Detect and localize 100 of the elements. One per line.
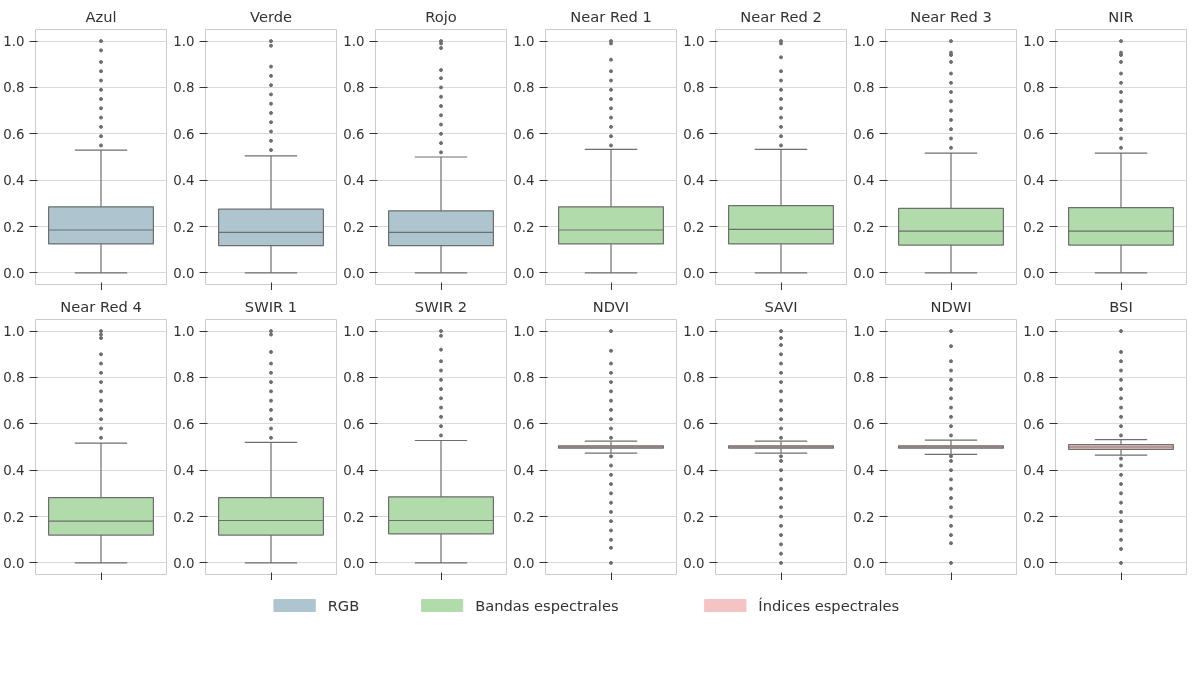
y-tick-label: 0.6	[1023, 416, 1045, 432]
y-tick-label: 0.0	[683, 265, 705, 281]
y-tick-label: 0.0	[343, 265, 365, 281]
y-tick-label: 0.6	[513, 126, 535, 142]
y-tick-label: 0.6	[3, 416, 25, 432]
legend-label: RGB	[327, 597, 360, 614]
y-tick-label: 0.0	[343, 555, 365, 571]
y-tick-label: 1.0	[513, 324, 535, 340]
y-tick-label: 0.6	[853, 416, 875, 432]
legend-label: Bandas espectrales	[475, 597, 619, 614]
y-tick-label: 1.0	[1023, 324, 1045, 340]
chart-title: NDWI	[930, 297, 972, 315]
y-tick-label: 0.6	[343, 416, 365, 432]
y-tick-label: 0.2	[513, 509, 535, 525]
y-tick-label: 0.0	[1023, 265, 1045, 281]
y-tick-label: 0.8	[683, 80, 705, 96]
y-tick-label: 0.8	[343, 370, 365, 386]
chart-title: Rojo	[425, 7, 457, 25]
y-tick-label: 0.0	[853, 555, 875, 571]
y-tick-label: 1.0	[3, 34, 25, 50]
y-tick-label: 0.4	[513, 173, 535, 189]
y-tick-label: 0.4	[1023, 173, 1045, 189]
y-tick-label: 0.0	[3, 555, 25, 571]
y-tick-label: 1.0	[513, 34, 535, 50]
y-tick-label: 0.6	[683, 416, 705, 432]
chart-title: Near Red 1	[570, 7, 652, 25]
y-tick-label: 0.0	[683, 555, 705, 571]
y-tick-label: 0.4	[853, 173, 875, 189]
y-tick-label: 0.8	[343, 80, 365, 96]
chart-title: Azul	[85, 7, 117, 25]
y-tick-label: 1.0	[1023, 34, 1045, 50]
y-tick-label: 0.2	[853, 509, 875, 525]
y-tick-label: 0.8	[853, 80, 875, 96]
y-tick-label: 0.2	[173, 509, 195, 525]
y-tick-label: 0.8	[173, 370, 195, 386]
chart-title: Verde	[250, 7, 292, 25]
y-tick-label: 0.8	[513, 370, 535, 386]
y-tick-label: 0.8	[1023, 370, 1045, 386]
y-tick-label: 0.8	[173, 80, 195, 96]
y-tick-label: 1.0	[853, 34, 875, 50]
y-tick-label: 0.8	[513, 80, 535, 96]
y-tick-label: 1.0	[343, 324, 365, 340]
y-tick-label: 0.4	[343, 173, 365, 189]
y-tick-label: 0.2	[3, 219, 25, 235]
y-tick-label: 1.0	[173, 34, 195, 50]
y-tick-label: 0.4	[343, 463, 365, 479]
y-tick-label: 0.8	[3, 80, 25, 96]
y-tick-label: 0.4	[173, 173, 195, 189]
y-tick-label: 0.0	[173, 265, 195, 281]
y-tick-label: 1.0	[853, 324, 875, 340]
y-tick-label: 0.6	[853, 126, 875, 142]
y-tick-label: 0.6	[683, 126, 705, 142]
y-tick-label: 1.0	[683, 34, 705, 50]
y-tick-label: 0.8	[1023, 80, 1045, 96]
y-tick-label: 0.6	[173, 416, 195, 432]
y-tick-label: 0.0	[513, 555, 535, 571]
legend-label: Índices espectrales	[758, 597, 900, 614]
y-tick-label: 0.2	[683, 219, 705, 235]
chart-title: Near Red 2	[740, 7, 822, 25]
chart-title: Near Red 4	[60, 297, 142, 315]
chart-title: NDVI	[592, 297, 630, 315]
y-tick-label: 0.8	[853, 370, 875, 386]
y-tick-label: 0.6	[173, 126, 195, 142]
chart-title: SWIR 2	[414, 297, 468, 315]
y-tick-label: 0.4	[683, 463, 705, 479]
y-tick-label: 0.0	[853, 265, 875, 281]
y-tick-label: 0.2	[1023, 219, 1045, 235]
y-tick-label: 0.2	[173, 219, 195, 235]
y-tick-label: 1.0	[343, 34, 365, 50]
chart-title: Near Red 3	[910, 7, 992, 25]
y-tick-label: 0.4	[1023, 463, 1045, 479]
y-tick-label: 1.0	[683, 324, 705, 340]
y-tick-label: 0.4	[513, 463, 535, 479]
y-tick-label: 0.6	[343, 126, 365, 142]
y-tick-label: 0.6	[513, 416, 535, 432]
y-tick-label: 0.6	[1023, 126, 1045, 142]
y-tick-label: 0.4	[173, 463, 195, 479]
y-tick-label: 0.2	[853, 219, 875, 235]
y-tick-label: 0.0	[3, 265, 25, 281]
y-tick-label: 0.4	[3, 173, 25, 189]
y-tick-label: 0.6	[3, 126, 25, 142]
y-tick-label: 0.2	[343, 509, 365, 525]
chart-title: BSI	[1109, 297, 1133, 315]
y-tick-label: 0.4	[853, 463, 875, 479]
chart-title: SWIR 1	[244, 297, 298, 315]
y-tick-label: 0.8	[3, 370, 25, 386]
y-tick-label: 0.8	[683, 370, 705, 386]
chart-title: SAVI	[764, 297, 798, 315]
y-tick-label: 0.2	[1023, 509, 1045, 525]
y-tick-label: 0.2	[3, 509, 25, 525]
y-tick-label: 0.0	[1023, 555, 1045, 571]
y-tick-label: 0.2	[343, 219, 365, 235]
y-tick-label: 0.2	[683, 509, 705, 525]
chart-title: NIR	[1108, 7, 1134, 25]
y-tick-label: 0.4	[3, 463, 25, 479]
y-tick-label: 0.0	[513, 265, 535, 281]
y-tick-label: 1.0	[173, 324, 195, 340]
y-tick-label: 0.0	[173, 555, 195, 571]
y-tick-label: 1.0	[3, 324, 25, 340]
y-tick-label: 0.2	[513, 219, 535, 235]
